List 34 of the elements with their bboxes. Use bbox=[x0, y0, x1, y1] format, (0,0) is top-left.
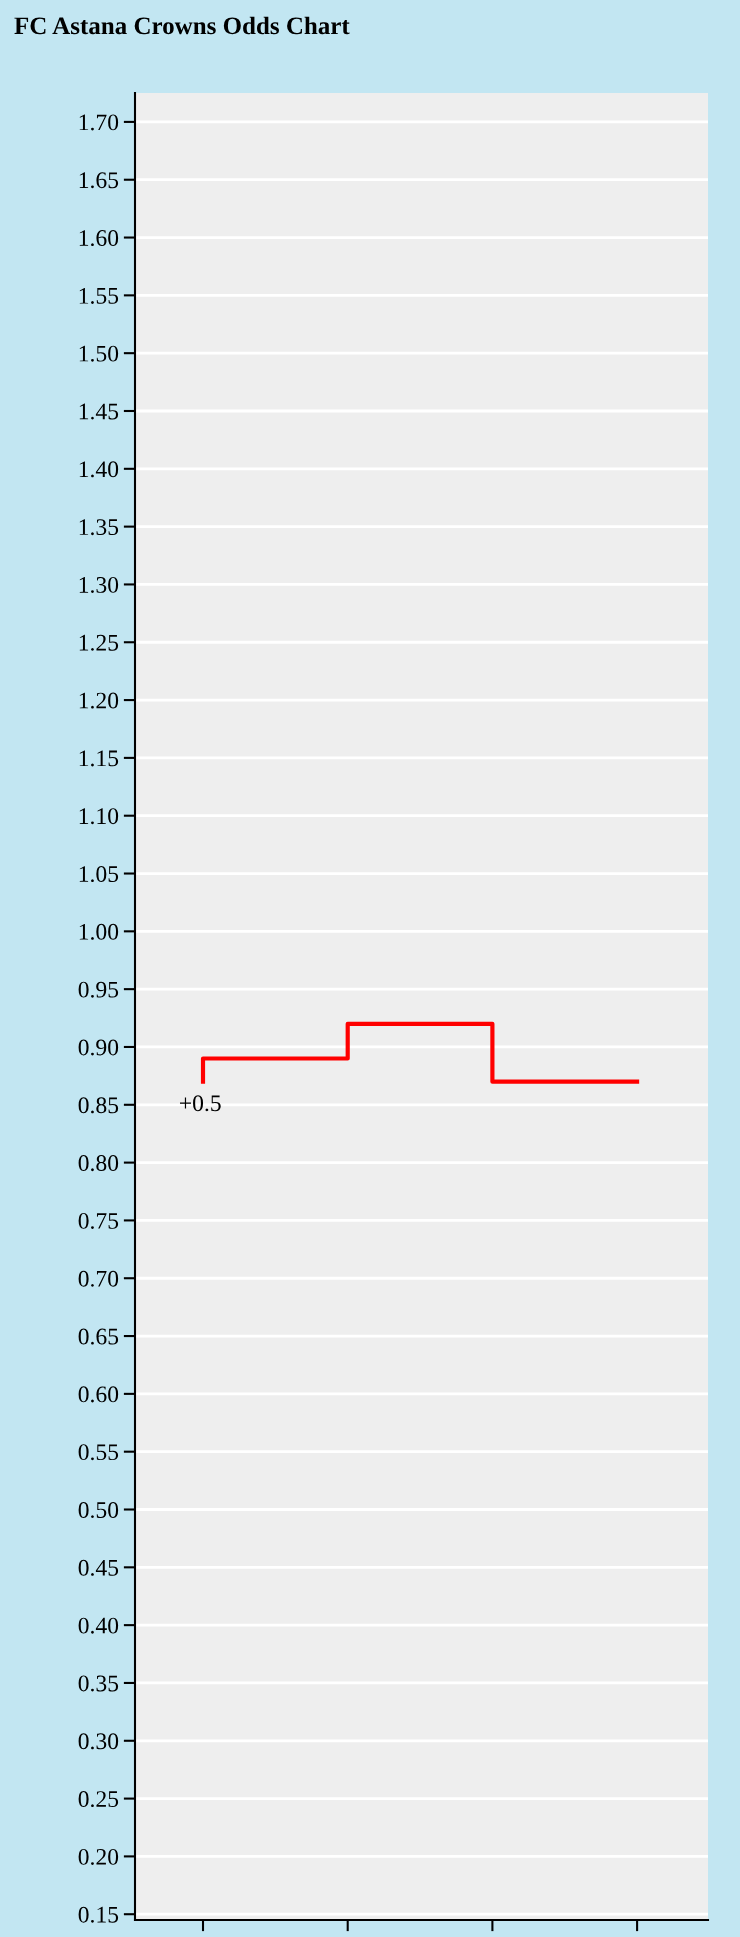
y-tick-label: 0.45 bbox=[78, 1559, 119, 1576]
y-tick-label: 1.50 bbox=[79, 345, 119, 362]
y-tick-label: 0.40 bbox=[78, 1617, 119, 1634]
y-tick-label: 0.30 bbox=[78, 1733, 119, 1750]
y-tick-label: 0.85 bbox=[78, 1097, 119, 1114]
y-tick-label: 1.40 bbox=[79, 461, 119, 478]
y-tick-label: 0.60 bbox=[78, 1386, 119, 1403]
y-tick-label: 1.15 bbox=[79, 750, 119, 767]
chart-title: FC Astana Crowns Odds Chart bbox=[14, 16, 350, 35]
annotation: +0.5 bbox=[179, 1095, 221, 1112]
y-tick-label: 1.30 bbox=[79, 576, 119, 593]
y-tick-label: 0.55 bbox=[78, 1444, 119, 1461]
y-tick-label: 0.70 bbox=[78, 1270, 119, 1287]
y-tick-label: 0.75 bbox=[78, 1212, 119, 1229]
y-tick-label: 0.35 bbox=[78, 1675, 119, 1692]
y-tick-label: 1.55 bbox=[79, 287, 119, 304]
y-tick-label: 0.25 bbox=[78, 1791, 119, 1808]
y-tick-label: 0.50 bbox=[78, 1501, 119, 1519]
y-tick-label: 1.25 bbox=[79, 634, 119, 651]
y-tick-label: 1.65 bbox=[79, 172, 119, 189]
y-tick-label: 1.00 bbox=[79, 923, 119, 940]
y-tick-label: 0.20 bbox=[78, 1848, 119, 1865]
y-tick-label: 1.60 bbox=[79, 230, 119, 247]
y-tick-label: 0.80 bbox=[78, 1155, 119, 1172]
y-tick-label: 1.70 bbox=[79, 114, 119, 131]
y-tick-label: 0.15 bbox=[78, 1906, 119, 1923]
y-tick-label: 1.05 bbox=[79, 866, 119, 883]
y-tick-label: 1.45 bbox=[79, 403, 119, 420]
y-tick-label: 1.35 bbox=[79, 519, 119, 536]
y-tick-label: 0.95 bbox=[78, 981, 119, 998]
y-tick-label: 1.20 bbox=[79, 692, 119, 709]
y-tick-label: 0.90 bbox=[78, 1039, 119, 1056]
y-tick-label: 0.65 bbox=[78, 1328, 119, 1345]
y-tick-label: 1.10 bbox=[79, 808, 119, 825]
